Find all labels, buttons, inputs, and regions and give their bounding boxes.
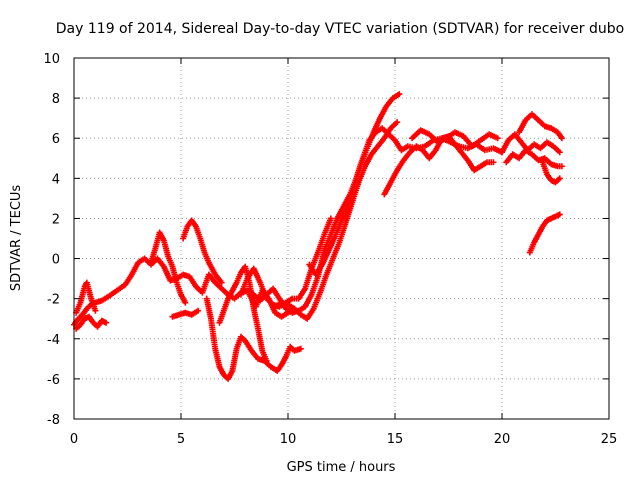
y-tick-label: -8 — [47, 413, 60, 428]
data-point — [218, 279, 225, 286]
y-tick-label: 0 — [52, 253, 60, 268]
data-point — [182, 299, 189, 306]
data-point — [103, 319, 110, 326]
x-tick-label: 0 — [70, 432, 78, 447]
data-point — [556, 211, 563, 218]
x-axis-label: GPS time / hours — [287, 460, 396, 475]
series-11 — [306, 91, 403, 278]
data-point — [396, 91, 403, 98]
series-1 — [73, 313, 110, 332]
series-12 — [381, 133, 497, 198]
y-tick-label: 2 — [52, 212, 60, 227]
data-point — [556, 149, 563, 156]
data-point — [92, 307, 99, 314]
plot-frame — [73, 57, 610, 420]
y-axis-label: SDTVAR / TECUs — [9, 185, 24, 292]
data-point — [297, 345, 304, 352]
x-tick-label: 5 — [177, 432, 185, 447]
ticks — [73, 57, 610, 420]
series-16 — [516, 111, 565, 142]
data-point — [490, 159, 497, 166]
data-point — [558, 163, 565, 170]
series-4 — [169, 307, 202, 320]
y-tick-label: 10 — [43, 52, 60, 67]
series-6 — [203, 295, 304, 382]
series-5 — [180, 217, 225, 286]
data-point — [556, 175, 563, 182]
series-18 — [526, 211, 563, 256]
x-tick-label: 15 — [387, 432, 404, 447]
data-point — [327, 215, 334, 222]
chart-title: Day 119 of 2014, Sidereal Day-to-day VTE… — [56, 21, 624, 37]
x-tick-label: 25 — [601, 432, 618, 447]
y-tick-label: 6 — [52, 132, 60, 147]
y-tick-label: -6 — [47, 373, 60, 388]
data-points — [71, 91, 565, 382]
x-tick-label: 10 — [280, 432, 297, 447]
data-point — [263, 357, 270, 364]
data-point — [558, 135, 565, 142]
data-point — [195, 307, 202, 314]
series-3 — [148, 229, 189, 306]
y-tick-label: -4 — [47, 333, 60, 348]
series-15 — [503, 147, 565, 170]
y-tick-labels: -8 -6 -4 -2 0 2 4 6 8 10 — [43, 52, 60, 428]
grid — [74, 58, 609, 419]
data-point — [394, 119, 401, 126]
x-tick-labels: 0 5 10 15 20 25 — [70, 432, 617, 447]
x-tick-label: 20 — [494, 432, 511, 447]
y-tick-label: 4 — [52, 172, 60, 187]
data-point — [494, 135, 501, 142]
series-17 — [539, 159, 563, 186]
series-14 — [499, 131, 563, 156]
y-tick-label: 8 — [52, 92, 60, 107]
y-tick-label: -2 — [47, 293, 60, 308]
series-13 — [409, 127, 501, 150]
